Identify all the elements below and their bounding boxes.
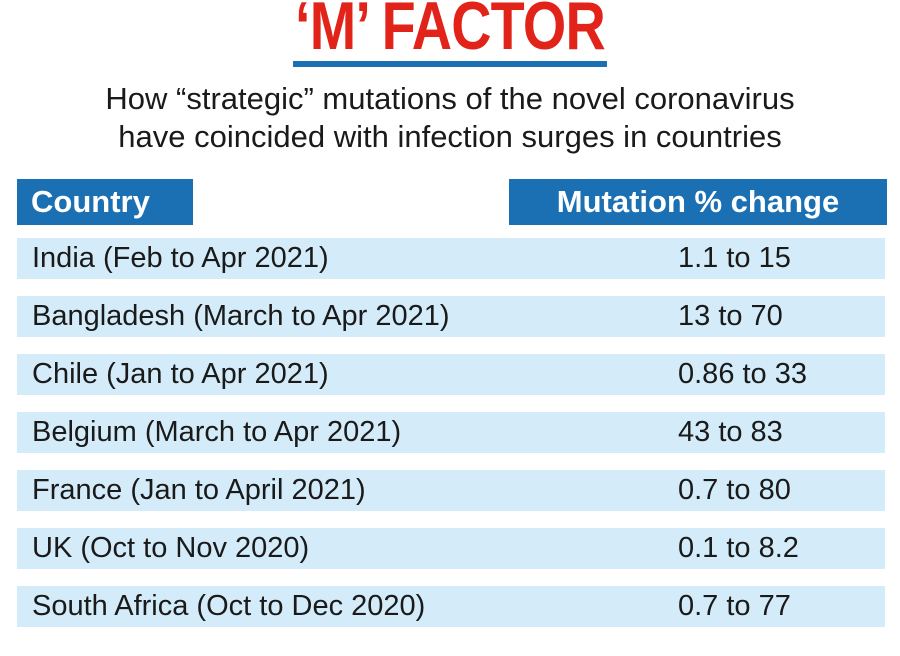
cell-mutation-change: 0.7 to 80 — [678, 474, 791, 506]
cell-mutation-change: 1.1 to 15 — [678, 242, 791, 274]
cell-country: UK (Oct to Nov 2020) — [32, 532, 310, 564]
cell-mutation-change: 0.1 to 8.2 — [678, 532, 799, 564]
chart-title: ‘M’ FACTOR — [295, 0, 606, 64]
cell-country: Chile (Jan to Apr 2021) — [32, 358, 329, 390]
chart-subtitle: How “strategic” mutations of the novel c… — [0, 80, 900, 156]
cell-mutation-change: 13 to 70 — [678, 300, 783, 332]
column-header-country: Country — [17, 179, 193, 225]
table-row: South Africa (Oct to Dec 2020) 0.7 to 77 — [17, 586, 885, 627]
table-row: Chile (Jan to Apr 2021) 0.86 to 33 — [17, 354, 885, 395]
table-row: France (Jan to April 2021) 0.7 to 80 — [17, 470, 885, 511]
table-row: UK (Oct to Nov 2020) 0.1 to 8.2 — [17, 528, 885, 569]
table-row: Bangladesh (March to Apr 2021) 13 to 70 — [17, 296, 885, 337]
cell-mutation-change: 0.86 to 33 — [678, 358, 807, 390]
table-row: Belgium (March to Apr 2021) 43 to 83 — [17, 412, 885, 453]
cell-country: South Africa (Oct to Dec 2020) — [32, 590, 426, 622]
cell-country: India (Feb to Apr 2021) — [32, 242, 329, 274]
column-header-mutation: Mutation % change — [509, 179, 887, 225]
cell-country: Belgium (March to Apr 2021) — [32, 416, 402, 448]
cell-mutation-change: 43 to 83 — [678, 416, 783, 448]
cell-mutation-change: 0.7 to 77 — [678, 590, 791, 622]
subtitle-line-1: How “strategic” mutations of the novel c… — [105, 81, 795, 116]
cell-country: Bangladesh (March to Apr 2021) — [32, 300, 450, 332]
subtitle-line-2: have coincided with infection surges in … — [118, 119, 782, 154]
table-row: India (Feb to Apr 2021) 1.1 to 15 — [17, 238, 885, 279]
cell-country: France (Jan to April 2021) — [32, 474, 366, 506]
title-underline — [293, 61, 607, 67]
